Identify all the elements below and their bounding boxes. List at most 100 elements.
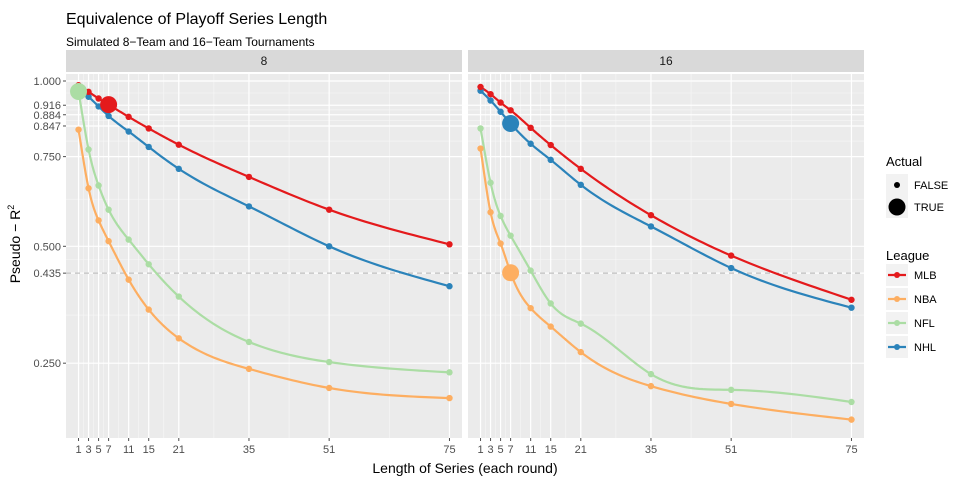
data-point-mlb [125,113,132,121]
legend-league-label: MLB [914,270,937,282]
data-point-nfl [577,320,584,327]
x-tick-label: 21 [173,444,185,456]
data-point-nfl [727,386,735,394]
actual-point-nba [502,264,520,282]
data-point-nba [105,237,112,245]
data-point-nba [527,304,534,312]
data-point-nba [477,145,484,152]
data-point-nhl [245,203,253,210]
data-point-mlb [175,141,182,148]
data-point-nfl [325,358,333,366]
data-point-mlb [245,173,253,181]
chart-subtitle: Simulated 8−Team and 16−Team Tournaments [66,35,315,49]
data-point-mlb [577,165,584,173]
x-tick-label: 51 [323,444,335,456]
data-point-nhl [848,304,855,311]
x-tick-label: 75 [845,444,857,456]
series-line-nfl [479,128,852,404]
data-point-nhl [105,112,112,120]
data-point-nba [487,209,494,216]
data-point-nba [647,382,655,390]
data-point-mlb [95,95,102,102]
data-point-nhl [497,108,504,115]
panel-background [468,74,864,438]
data-point-nba [497,240,504,247]
data-point-nba [245,365,253,373]
data-point-nfl [527,267,534,274]
data-point-mlb [547,141,554,149]
data-point-nhl [446,283,453,290]
x-tick-label: 11 [525,444,536,456]
data-point-nhl [125,128,132,135]
data-point-nfl [487,179,494,186]
data-point-nba [145,306,152,313]
legend-actual-label: FALSE [914,180,948,192]
data-point-mlb [487,90,494,98]
facet-strip-label: 8 [261,54,268,68]
data-point-nba [446,394,453,402]
legend: Actual League FALSE TRUE MLB NBA NFL NHL [886,154,948,358]
x-axis-label: Length of Series (each round) [372,460,557,476]
data-point-nfl [848,398,855,406]
series-line-nba [77,129,450,400]
y-tick-label: 0.884 [33,110,61,122]
facet-strip [468,50,864,72]
data-point-nfl [647,370,655,378]
x-tick-label: 3 [85,444,91,456]
data-point-nhl [527,140,534,147]
data-point-nfl [95,182,102,189]
data-point-nfl [547,300,554,307]
y-tick-label: 0.250 [33,358,61,370]
data-point-nfl [145,261,152,268]
x-tick-label: 75 [443,444,455,456]
data-point-nhl [577,181,584,188]
data-point-nhl [175,165,182,173]
data-point-mlb [727,252,735,259]
data-point-nfl [245,338,253,346]
actual-point-nfl [70,83,88,101]
panel-16: 161 3 5 7 11 15 21 35 51 75 [468,50,864,456]
data-point-nba [577,348,584,356]
y-tick-label: 0.435 [33,268,61,280]
series-line-mlb [77,84,450,246]
actual-point-nhl [502,115,520,133]
data-point-nba [125,276,132,283]
legend-league-marker [894,272,900,278]
legend-league-label: NHL [914,342,936,354]
data-point-mlb [848,296,855,303]
data-point-nba [727,400,735,408]
data-point-mlb [446,241,453,248]
series-line-mlb [479,86,852,301]
x-tick-label: 15 [545,444,557,456]
y-tick-label: 0.500 [33,241,61,253]
data-point-mlb [527,124,534,132]
data-point-nhl [325,243,333,250]
data-point-nfl [105,206,112,213]
y-axis-label: Pseudo − R2 [6,205,23,284]
legend-actual-title: Actual [886,154,922,169]
series-line-nhl [77,86,450,288]
data-point-nfl [175,293,182,300]
x-tick-label: 5 [498,444,504,456]
data-point-mlb [477,83,484,91]
chart-title: Equivalence of Playoff Series Length [66,11,327,28]
x-tick-label: 1 [75,444,81,456]
legend-league-title: League [886,248,929,263]
x-tick-label: 7 [106,444,112,456]
x-tick-label: 7 [508,444,514,456]
x-tick-label: 35 [645,444,657,456]
data-point-nhl [727,264,735,272]
y-tick-label: 0.750 [33,152,61,164]
legend-league-label: NBA [914,294,937,306]
x-tick-label: 51 [725,444,737,456]
legend-league-label: NFL [914,318,935,330]
y-tick-label: 0.847 [33,121,61,133]
data-point-nfl [125,236,132,243]
y-tick-label: 1.000 [33,76,61,88]
y-tick-label: 0.916 [33,100,61,112]
data-point-mlb [85,88,92,96]
x-tick-label: 1 [477,444,483,456]
